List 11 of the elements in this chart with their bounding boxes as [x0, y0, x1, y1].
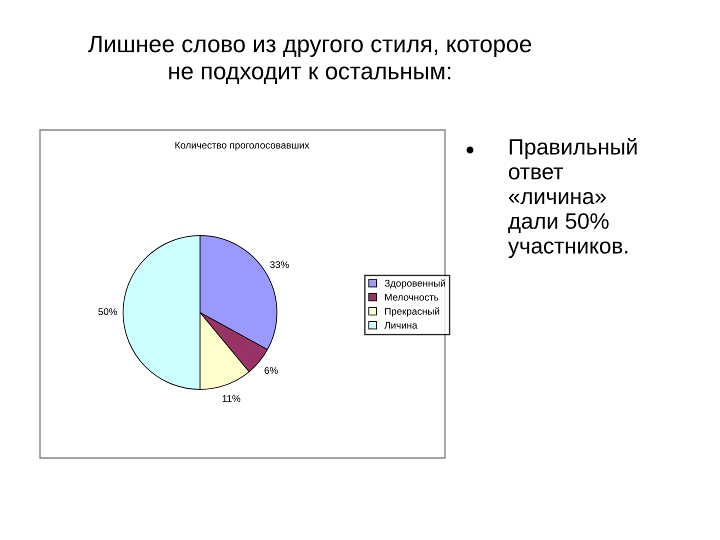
data-label: 11% — [222, 395, 240, 402]
text: Лишнее слово из другого стиля, которое не подходит к остальным: — [88, 36, 532, 84]
legend-label: Мелочность — [385, 294, 438, 301]
legend-label: Прекрасный — [385, 307, 440, 317]
legend-label: Здоровенный — [384, 279, 446, 289]
data-label: 50% — [98, 308, 118, 316]
chart-title: Количество проголосовавших — [175, 142, 310, 151]
data-label: 6% — [264, 367, 278, 374]
legend-label: Личина — [384, 322, 418, 329]
text: Правильный ответ «личина» дали 50% участников. — [508, 138, 637, 258]
data-label: 33% — [270, 261, 289, 268]
